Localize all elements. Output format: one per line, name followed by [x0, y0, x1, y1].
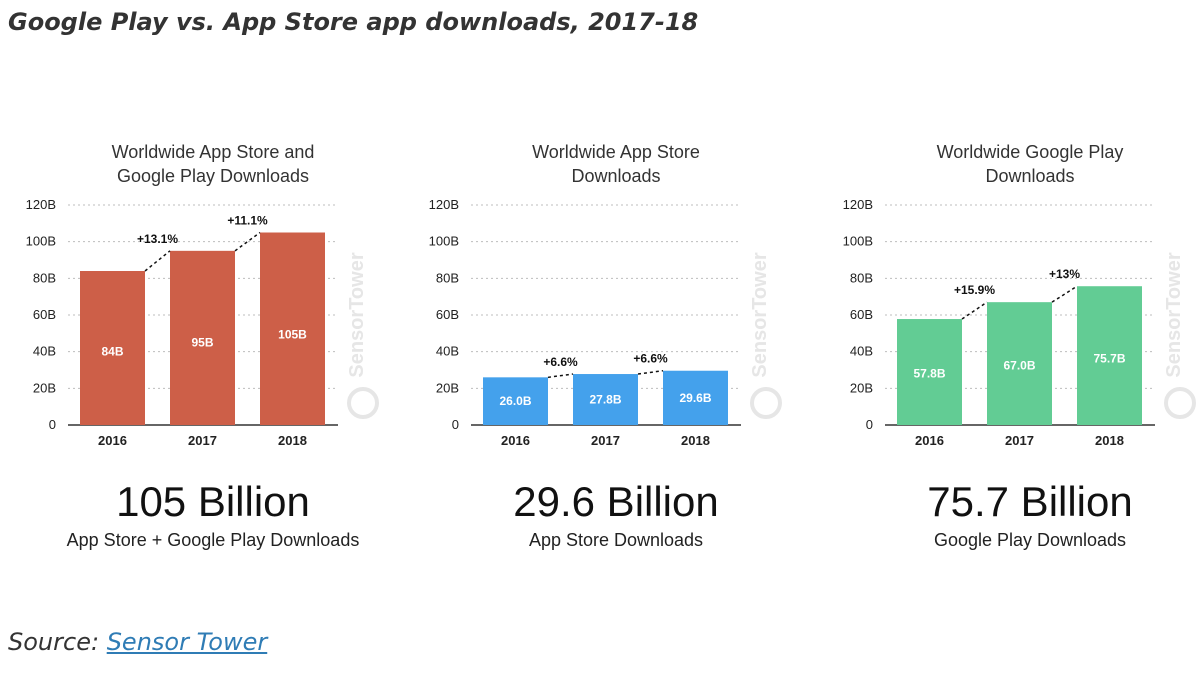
growth-connector [637, 369, 664, 375]
bar [663, 370, 728, 425]
watermark-logo-icon [750, 387, 782, 419]
growth-connector [547, 373, 574, 379]
panel-subtitle: App Store + Google Play Downloads [66, 530, 360, 550]
bar-value-label: 27.8B [589, 393, 621, 407]
y-tick-label: 0 [452, 417, 459, 432]
source-label: Source: [8, 628, 100, 656]
x-category-label: 2016 [915, 433, 944, 448]
x-category-label: 2017 [1005, 433, 1034, 448]
watermark-logo-icon [347, 387, 379, 419]
y-tick-label: 40B [850, 344, 873, 359]
y-tick-label: 100B [429, 234, 459, 249]
bar-value-label: 84B [101, 345, 123, 359]
bar-chart-app-store: 0 20B 40B 60B 80B 100B 120B SensorTower 26.0B 201… [429, 197, 782, 448]
y-tick-label: 0 [49, 417, 56, 432]
x-category-label: 2017 [188, 433, 217, 448]
bar-value-label: 105B [278, 327, 307, 341]
bar-value-label: 26.0B [499, 394, 531, 408]
panel-title: Worldwide App Store Downloads [421, 140, 811, 188]
y-tick-label: 80B [436, 270, 459, 285]
x-category-label: 2018 [278, 433, 307, 448]
panel-title-line: Worldwide App Store and [111, 142, 315, 162]
bar-value-label: 95B [191, 336, 213, 350]
y-tick-label: 20B [436, 380, 459, 395]
growth-label: +6.6% [633, 352, 668, 366]
panel-google-play: Worldwide Google Play Downloads 0 20B 40B 6… [835, 140, 1200, 560]
growth-connector [961, 301, 988, 320]
y-tick-label: 20B [850, 380, 873, 395]
big-number: 29.6 Billion [513, 478, 719, 525]
bar [1077, 286, 1142, 425]
panel-title-line: Downloads [985, 166, 1075, 186]
panel-app-store: Worldwide App Store Downloads 0 20B 40B 60B… [421, 140, 811, 560]
growth-connector [234, 231, 261, 252]
growth-label: +15.9% [954, 283, 995, 297]
source-link[interactable]: Sensor Tower [106, 628, 268, 656]
y-tick-label: 80B [33, 270, 56, 285]
watermark-text: SensorTower [1163, 252, 1185, 377]
y-tick-label: 60B [850, 307, 873, 322]
watermark-logo-icon [1164, 387, 1196, 419]
bar-value-label: 75.7B [1093, 352, 1125, 366]
growth-label: +6.6% [543, 355, 578, 369]
y-tick-label: 100B [26, 234, 56, 249]
y-tick-label: 40B [33, 344, 56, 359]
bar-value-label: 67.0B [1003, 359, 1035, 373]
panel-subtitle: App Store Downloads [528, 530, 704, 550]
y-tick-label: 120B [843, 197, 873, 212]
y-tick-label: 0 [866, 417, 873, 432]
y-tick-label: 80B [850, 270, 873, 285]
bar [483, 377, 548, 425]
watermark-text: SensorTower [749, 252, 771, 377]
growth-connector [1051, 285, 1078, 303]
y-tick-label: 60B [436, 307, 459, 322]
big-number: 75.7 Billion [927, 478, 1133, 525]
big-number: 105 Billion [116, 478, 310, 525]
panel-title-line: Google Play Downloads [116, 166, 310, 186]
panel-title-line: Worldwide Google Play [936, 142, 1124, 162]
bar-value-label: 57.8B [913, 366, 945, 380]
watermark-text: SensorTower [346, 252, 368, 377]
panel-title-line: Worldwide App Store [532, 142, 700, 162]
growth-label: +13.1% [137, 232, 178, 246]
x-category-label: 2016 [501, 433, 530, 448]
bar-value-label: 29.6B [679, 391, 711, 405]
bar-chart-combined: 0 20B 40B 60B 80B 100B 120B SensorTower 84B 2016 9… [26, 197, 379, 448]
growth-connector [144, 250, 171, 272]
y-tick-label: 120B [26, 197, 56, 212]
bar [80, 271, 145, 425]
x-category-label: 2018 [681, 433, 710, 448]
x-category-label: 2017 [591, 433, 620, 448]
panel-combined: Worldwide App Store and Google Play Down… [18, 140, 408, 560]
page-title: Google Play vs. App Store app downloads,… [8, 8, 699, 36]
bar [260, 232, 325, 425]
bar [987, 302, 1052, 425]
x-category-label: 2016 [98, 433, 127, 448]
panel-title: Worldwide Google Play Downloads [835, 140, 1200, 188]
y-tick-label: 40B [436, 344, 459, 359]
y-tick-label: 20B [33, 380, 56, 395]
growth-label: +11.1% [227, 214, 268, 228]
growth-label: +13% [1049, 267, 1080, 281]
bar [573, 374, 638, 425]
source-line: Source: Sensor Tower [8, 628, 267, 656]
bar-chart-google-play: 0 20B 40B 60B 80B 100B 120B SensorTower 57.8B 201… [843, 197, 1196, 448]
bar [170, 250, 235, 425]
panel-title: Worldwide App Store and Google Play Down… [18, 140, 408, 188]
y-tick-label: 100B [843, 234, 873, 249]
bar [897, 319, 962, 425]
x-category-label: 2018 [1095, 433, 1124, 448]
panel-subtitle: Google Play Downloads [933, 530, 1127, 550]
panel-title-line: Downloads [571, 166, 661, 186]
y-tick-label: 60B [33, 307, 56, 322]
y-tick-label: 120B [429, 197, 459, 212]
